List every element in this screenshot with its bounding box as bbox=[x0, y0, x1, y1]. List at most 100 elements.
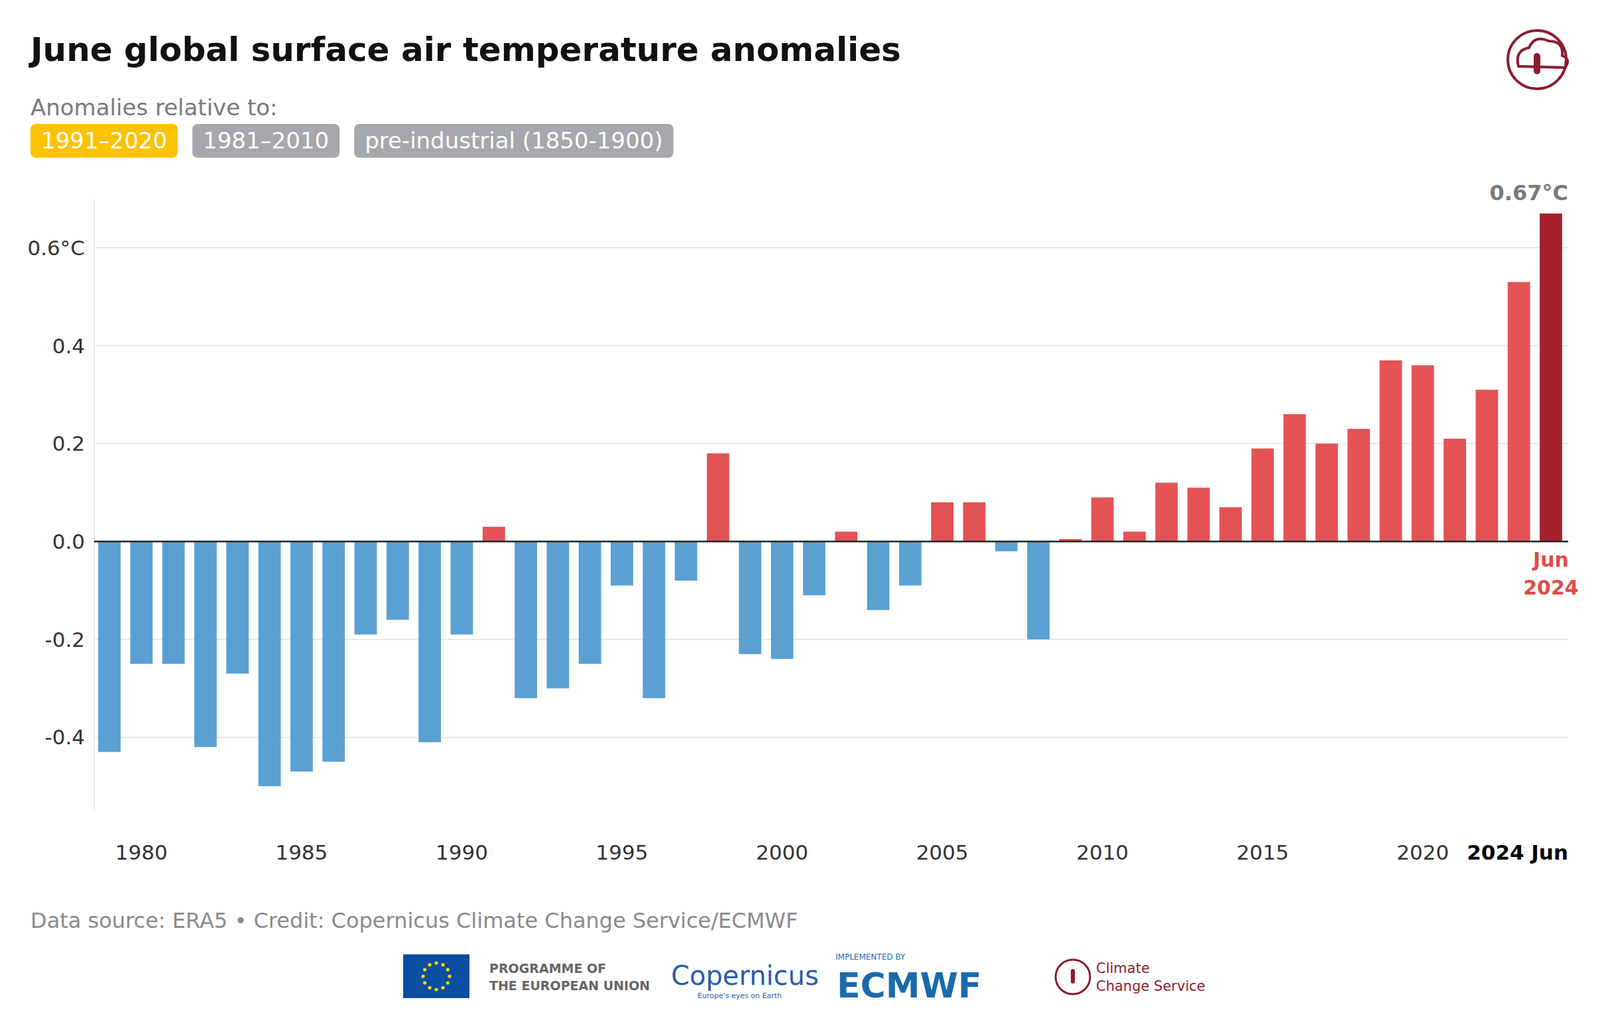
x-tick-label: 2024 Jun bbox=[1466, 840, 1569, 865]
bar bbox=[899, 541, 922, 586]
eu-logo bbox=[403, 954, 470, 999]
grid-line bbox=[94, 345, 1569, 347]
logo-thermo bbox=[1533, 53, 1541, 75]
bar bbox=[258, 541, 282, 787]
bar bbox=[450, 541, 474, 635]
bar bbox=[1475, 389, 1498, 542]
bar bbox=[129, 541, 153, 665]
date-annotation-line: Jun bbox=[1531, 548, 1569, 572]
eu-star bbox=[446, 981, 450, 985]
bar bbox=[546, 541, 569, 689]
y-tick-label: 0.2 bbox=[52, 431, 85, 456]
zero-line bbox=[94, 541, 1569, 544]
value-annotation: 0.67°C bbox=[1489, 180, 1569, 206]
eu-star bbox=[427, 963, 431, 967]
bar bbox=[771, 541, 794, 660]
x-tick-label: 2015 bbox=[1236, 840, 1290, 865]
eu-star bbox=[434, 961, 438, 965]
y-tick-label: -0.4 bbox=[45, 725, 86, 750]
button-label[interactable]: 1991–2020 bbox=[41, 127, 168, 154]
bar bbox=[802, 541, 826, 596]
date-annotation: Jun 2024 bbox=[1523, 548, 1579, 600]
button-label[interactable]: pre-industrial (1850-1900) bbox=[364, 127, 664, 154]
x-tick-label: 2020 bbox=[1396, 840, 1449, 865]
x-tick-label: 1990 bbox=[435, 840, 489, 865]
x-tick-label: 1985 bbox=[275, 840, 328, 865]
x-tick-label: 1980 bbox=[115, 840, 168, 865]
button-label[interactable]: 1981–2010 bbox=[202, 127, 329, 154]
baseline-button[interactable]: 1981–2010 bbox=[192, 123, 340, 158]
logo-text: THE EUROPEAN UNION bbox=[489, 978, 650, 994]
bar bbox=[1283, 414, 1307, 542]
bar bbox=[995, 541, 1018, 552]
eu-star bbox=[427, 986, 431, 990]
logo-ring bbox=[1055, 960, 1091, 995]
y-tick-label: 0.6°C bbox=[27, 236, 85, 260]
eu-star bbox=[423, 968, 427, 972]
eu-star bbox=[434, 987, 438, 992]
bar bbox=[1219, 507, 1242, 542]
bar bbox=[738, 541, 762, 655]
x-tick-label: 2005 bbox=[916, 840, 969, 865]
button-background bbox=[192, 123, 340, 158]
baseline-button[interactable]: pre-industrial (1850-1900) bbox=[354, 123, 674, 158]
eu-star bbox=[447, 974, 451, 979]
chart: June global surface air temperature anom… bbox=[0, 0, 1600, 1020]
eu-star bbox=[440, 986, 445, 990]
logo-text: IMPLEMENTED BY bbox=[835, 952, 906, 963]
y-tick-label: -0.2 bbox=[45, 627, 86, 652]
bar bbox=[1507, 282, 1531, 542]
button-background bbox=[30, 123, 178, 158]
date-annotation-line: 2024 bbox=[1523, 576, 1579, 600]
bar bbox=[386, 541, 410, 620]
grid-line bbox=[94, 639, 1569, 641]
logo-text: Climate bbox=[1096, 960, 1150, 977]
bar bbox=[1123, 531, 1146, 542]
bar bbox=[706, 453, 730, 542]
bar bbox=[322, 541, 345, 762]
bar bbox=[1155, 482, 1178, 542]
footer: Data source: ERA5 • Credit: Copernicus C… bbox=[30, 908, 798, 934]
bar bbox=[418, 541, 441, 743]
subtitle: Anomalies relative to: bbox=[30, 94, 278, 121]
bar bbox=[962, 502, 986, 542]
cs-logo bbox=[1507, 30, 1568, 89]
bar bbox=[226, 541, 249, 674]
bar bbox=[194, 541, 217, 748]
x-tick-label: 1995 bbox=[596, 840, 649, 865]
baseline-button[interactable]: 1991–2020 bbox=[30, 123, 178, 158]
grid-line bbox=[94, 443, 1569, 445]
bar bbox=[1091, 497, 1114, 542]
bar bbox=[930, 502, 954, 542]
grid-line bbox=[94, 737, 1569, 739]
bar bbox=[1315, 443, 1339, 542]
bar bbox=[1347, 429, 1370, 542]
logo-text: Copernicus bbox=[671, 960, 819, 992]
bar bbox=[354, 541, 378, 635]
title: June global surface air temperature anom… bbox=[28, 30, 902, 69]
eu-star bbox=[440, 963, 445, 967]
eu-star bbox=[423, 981, 427, 985]
logo-text: ECMWF bbox=[836, 966, 982, 1006]
bar bbox=[610, 541, 634, 586]
bar bbox=[675, 541, 698, 581]
bar bbox=[1379, 360, 1403, 542]
logo-text: PROGRAMME OF bbox=[489, 961, 607, 977]
logo-thermo bbox=[1070, 969, 1075, 985]
bar bbox=[867, 541, 890, 611]
eu-star bbox=[421, 974, 425, 979]
logo-text: Change Service bbox=[1096, 978, 1206, 995]
bar bbox=[482, 527, 506, 542]
bar bbox=[642, 541, 666, 699]
bar bbox=[1251, 448, 1274, 542]
grid-line bbox=[94, 247, 1569, 249]
y-axis-line bbox=[93, 198, 95, 811]
cs-small-logo bbox=[1055, 960, 1091, 995]
bar bbox=[290, 541, 313, 772]
bar bbox=[1027, 541, 1050, 640]
bar bbox=[1539, 213, 1563, 542]
y-tick-label: 0.4 bbox=[52, 334, 85, 359]
x-tick-label: 2010 bbox=[1076, 840, 1129, 865]
bar bbox=[834, 531, 858, 542]
logo-cloud bbox=[1517, 39, 1568, 68]
